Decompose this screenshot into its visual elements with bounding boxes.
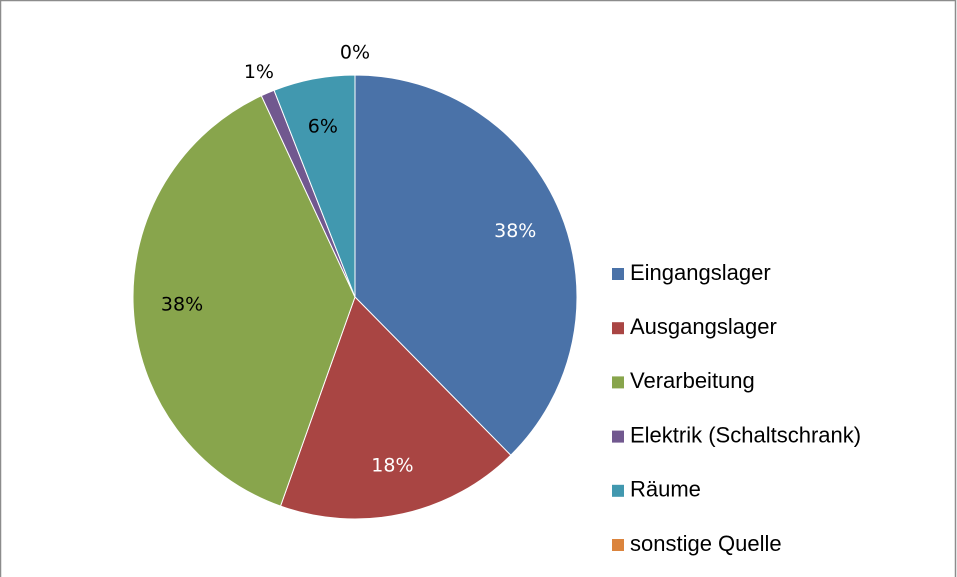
legend-swatch (612, 539, 624, 551)
pie-slice (273, 74, 356, 298)
legend-swatch (612, 430, 624, 443)
pie-slice (132, 95, 356, 507)
data-label: 1% (244, 61, 274, 83)
legend-label: Elektrik (Schaltschrank) (630, 422, 861, 447)
legend-swatch (612, 484, 624, 497)
legend-label: sonstige Quelle (630, 531, 782, 556)
legend-swatch (612, 322, 624, 335)
data-label: 18% (371, 455, 413, 477)
legend-label: Räume (630, 477, 701, 502)
legend-swatch (612, 376, 624, 389)
pie-slice (279, 296, 512, 520)
data-label: 38% (494, 220, 536, 242)
legend-label: Ausgangslager (630, 314, 777, 339)
legend-label: Verarbeitung (630, 368, 755, 393)
data-label: 0% (340, 41, 370, 63)
legend-label: Eingangslager (630, 260, 771, 285)
legend-swatch (612, 268, 624, 280)
data-label: 38% (161, 294, 203, 316)
data-label: 6% (308, 115, 338, 137)
pie-slice (354, 74, 578, 456)
